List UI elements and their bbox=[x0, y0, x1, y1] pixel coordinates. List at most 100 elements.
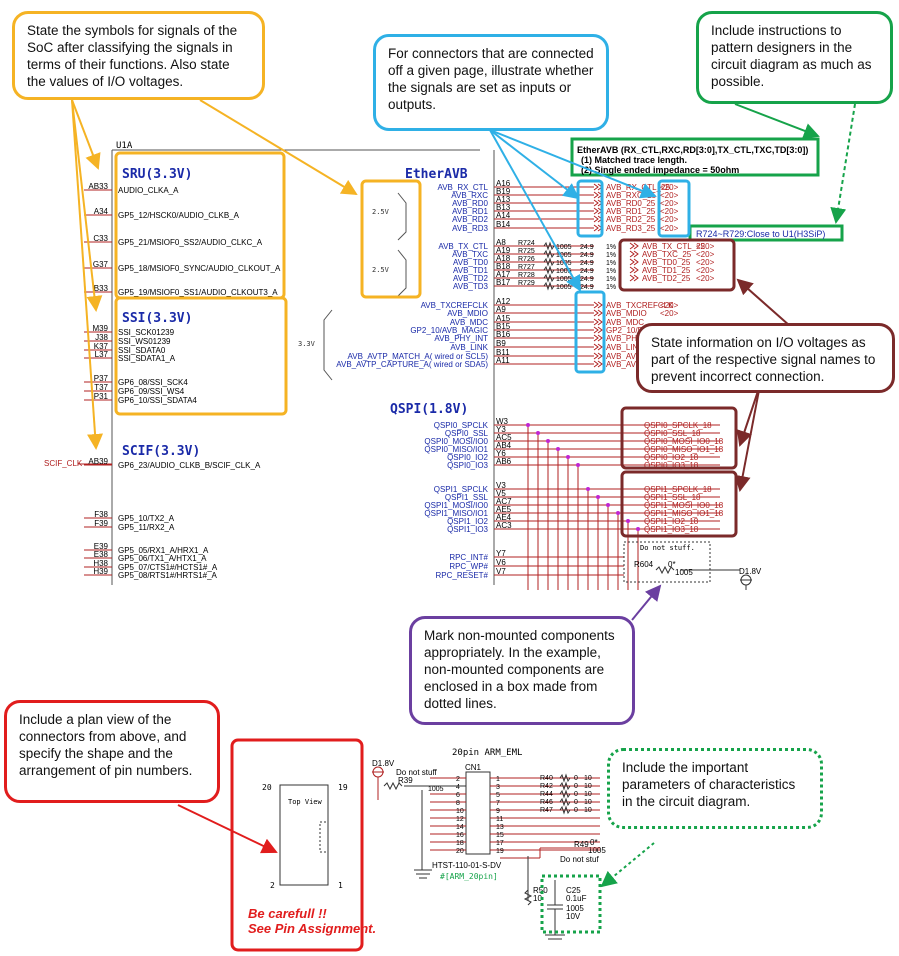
cn1-res-value: 0 bbox=[574, 775, 578, 782]
tx-net-highlight-box bbox=[618, 238, 736, 292]
qspi-pin-number: AB4 bbox=[496, 441, 512, 450]
pin-number: A34 bbox=[94, 207, 109, 216]
pin-number: H39 bbox=[93, 567, 108, 576]
cn1-right-pin: 9 bbox=[496, 808, 500, 815]
pin-name: GP5_10/TX2_A bbox=[118, 514, 175, 523]
junction-dot bbox=[546, 439, 550, 443]
top-view-pin-20: 20 bbox=[262, 783, 272, 792]
pin-assignment-warning: Be carefull !! See Pin Assignment. bbox=[248, 906, 376, 936]
pin-number: J38 bbox=[95, 333, 108, 342]
eth-pin-number: B13 bbox=[496, 203, 511, 212]
rpc-pin-number: Y7 bbox=[496, 549, 506, 558]
eth-net-name: AVB_TD1_25 bbox=[642, 266, 691, 275]
eth-bus-ref: <20> bbox=[660, 207, 679, 216]
callout-non-mounted: Mark non-mounted components appropriatel… bbox=[409, 616, 635, 725]
pin-name: GP5_18/MSIOF0_SYNC/AUDIO_CLKOUT_A bbox=[118, 264, 281, 273]
pin-name: GP5_19/MSIOF0_SS1/AUDIO_CLKOUT3_A bbox=[118, 288, 278, 297]
eth-pin-number: B11 bbox=[496, 348, 510, 357]
eth-net-name: AVB_TXCREFCLK bbox=[606, 301, 674, 310]
voltage-label-3v3: 3.3V bbox=[298, 340, 316, 348]
eth-pin-number: A11 bbox=[496, 356, 510, 365]
junction-dot bbox=[526, 423, 530, 427]
junction-dot bbox=[536, 431, 540, 435]
eth-res-ref: R728 bbox=[518, 272, 535, 279]
voltage-highlight-box bbox=[360, 179, 422, 299]
eth-res-package: 1005 bbox=[556, 244, 572, 251]
qspi-pin-number: V5 bbox=[496, 489, 506, 498]
eth-pin-name: AVB_AVTP_MATCH_A( wired or SCL5) bbox=[348, 352, 489, 361]
top-view-pin-2: 2 bbox=[270, 881, 275, 890]
qspi-pin-name: QSPI1_MISO/IO1 bbox=[424, 509, 488, 518]
cn1-left-pin: 4 bbox=[456, 784, 460, 791]
eth-res-tolerance: 1% bbox=[606, 284, 616, 291]
cn1-right-pin: 1 bbox=[496, 776, 500, 783]
eth-pin-name: AVB_MDIO bbox=[447, 309, 488, 318]
qspi-pin-name: QSPI1_SPCLK bbox=[434, 485, 489, 494]
cn1-res-symbol bbox=[559, 773, 571, 783]
cn1-res-package: 10 bbox=[584, 783, 592, 790]
eth-pin-number: B15 bbox=[496, 322, 511, 331]
pin-name: SSI_SCK01239 bbox=[118, 328, 175, 337]
eth-res-symbol bbox=[543, 273, 555, 283]
eth-res-value: 24.9 bbox=[580, 252, 594, 259]
rpc-pin-name: RPC_INT# bbox=[449, 553, 488, 562]
c25-ref: C25 bbox=[566, 886, 581, 895]
cn1-left-pin: 2 bbox=[456, 776, 460, 783]
cn1-res-symbol bbox=[559, 789, 571, 799]
eth-pin-number: B16 bbox=[496, 330, 511, 339]
eth-res-package: 1005 bbox=[556, 284, 572, 291]
junction-dot bbox=[616, 511, 620, 515]
qspi-net-name: QSPI0_IO3_18 bbox=[644, 461, 699, 470]
qspi-pin-name: QSPI1_SSL bbox=[445, 493, 489, 502]
top-view-outline bbox=[279, 784, 329, 886]
eth-res-tolerance: 1% bbox=[606, 268, 616, 275]
eth-pin-number: A8 bbox=[496, 238, 506, 247]
r604-ref: R604 bbox=[634, 560, 654, 569]
callout-soc-symbols: State the symbols for signals of the SoC… bbox=[12, 11, 265, 100]
pin-name: GP5_07/CTS1#/HCTS1#_A bbox=[118, 563, 218, 572]
pin-number: B33 bbox=[94, 284, 109, 293]
eth-net-name: AVB_TX_CTL_25 bbox=[642, 242, 706, 251]
eth-net-name: AVB_MDC bbox=[606, 318, 644, 327]
qspi-net-name: QSPI0_IO2_18 bbox=[644, 453, 699, 462]
c25-package: 1005 bbox=[566, 904, 584, 913]
eth-pin-name: AVB_TD3 bbox=[453, 282, 489, 291]
eth-pin-name: AVB_RD2 bbox=[452, 215, 488, 224]
r49-value: 0* bbox=[590, 838, 598, 847]
eth-pin-number: A14 bbox=[496, 211, 511, 220]
eth-pin-number: A18 bbox=[496, 254, 511, 263]
rpc-pin-name: RPC_RESET# bbox=[436, 571, 489, 580]
qspi-pins: QSPI0_SPCLK W3 QSPI0_SPCLK_18 QSPI0_SSL Y3 QS… bbox=[424, 417, 724, 590]
offpage-connector bbox=[593, 326, 603, 334]
callout-arrows bbox=[71, 99, 856, 888]
eth-pin-number: A19 bbox=[496, 246, 511, 255]
cn1-res-ref: R46 bbox=[540, 799, 553, 806]
pin-number: H38 bbox=[93, 559, 108, 568]
eth-pin-name: AVB_TD1 bbox=[453, 266, 489, 275]
pin-name: GP5_06/TX1_A/HTX1_A bbox=[118, 554, 207, 563]
eth-pin-name: AVB_PHY_INT bbox=[434, 334, 488, 343]
callout-connectors-io: For connectors that are connected off a … bbox=[373, 34, 609, 131]
eth-pin-number: B19 bbox=[496, 187, 511, 196]
qspi1-net-highlight-box bbox=[620, 470, 738, 538]
qspi-pin-name: QSPI1_MOSI/IO0 bbox=[424, 501, 488, 510]
top-view-key bbox=[319, 821, 329, 853]
cn1-res-value: 0 bbox=[574, 783, 578, 790]
eth-net-name: GP2_10/PH bbox=[606, 326, 649, 335]
offpage-connector bbox=[593, 318, 603, 326]
junction-dot bbox=[566, 455, 570, 459]
qspi-pin-name: QSPI1_IO2 bbox=[447, 517, 488, 526]
qspi-pin-name: QSPI0_SPCLK bbox=[434, 421, 489, 430]
cn1-right-pin: 17 bbox=[496, 840, 504, 847]
pin-name: GP5_21/MSIOF0_SS2/AUDIO_CLKC_A bbox=[118, 238, 263, 247]
qspi0-net-highlight-box bbox=[620, 406, 738, 470]
cn1-res-package: 10 bbox=[584, 791, 592, 798]
pin-number: P37 bbox=[94, 374, 109, 383]
c25-symbol bbox=[545, 880, 565, 940]
eth-net-name: AVB_AVTP bbox=[606, 352, 646, 361]
eth-res-ref: R729 bbox=[518, 280, 535, 287]
plan-view-box bbox=[230, 738, 364, 952]
eth-bus-ref: <20> bbox=[696, 274, 715, 283]
